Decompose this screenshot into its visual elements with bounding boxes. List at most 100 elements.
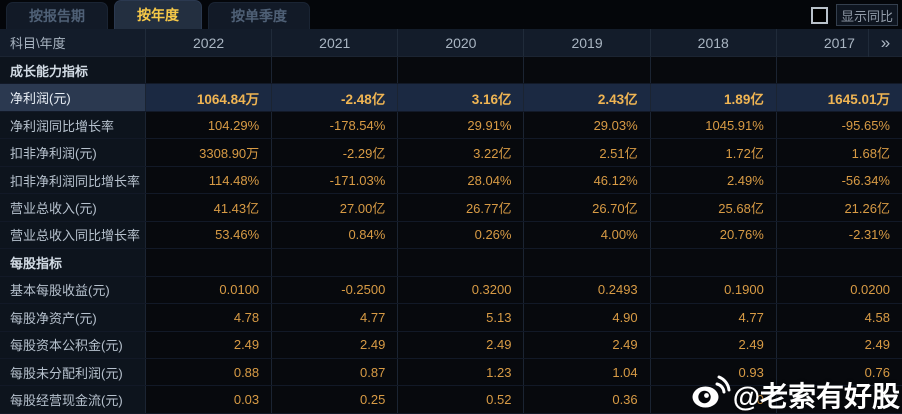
row-value — [775, 57, 902, 84]
row-label: 净利润同比增长率 — [0, 111, 145, 139]
row-value: 2.43亿 — [523, 84, 650, 111]
row-value — [397, 57, 524, 84]
tab-bar: 按报告期 按年度 按单季度 显示同比 — [0, 0, 902, 29]
row-value: 4.77 — [271, 304, 398, 331]
table-row[interactable]: 基本每股收益(元) 0.0100 -0.2500 0.3200 0.2493 0.1900… — [0, 276, 902, 305]
row-label: 扣非净利润(元) — [0, 139, 145, 166]
row-value: 27.00亿 — [271, 194, 398, 221]
row-value: 2.51亿 — [523, 139, 650, 166]
show-yoy-checkbox[interactable] — [811, 6, 828, 24]
row-value: 2.49 — [523, 331, 650, 358]
row-value: 0.3200 — [397, 276, 524, 304]
row-value: 0.76 — [775, 358, 902, 386]
row-value — [145, 57, 272, 84]
table-row[interactable]: 每股经营现金流(元) 0.03 0.25 0.52 0.36 0 — [0, 386, 902, 414]
year-header-2020[interactable]: 2020 — [397, 29, 523, 56]
row-value — [271, 249, 398, 276]
row-label: 每股经营现金流(元) — [0, 386, 145, 413]
row-value — [649, 249, 776, 276]
row-value: 4.00% — [523, 221, 650, 249]
row-value: 0.25 — [271, 386, 398, 413]
row-value: 0.03 — [145, 386, 272, 413]
row-value: 0.0100 — [145, 276, 272, 304]
row-value: 0.26% — [397, 221, 524, 249]
year-header-2017[interactable]: 2017 — [775, 29, 902, 56]
row-label: 营业总收入(元) — [0, 194, 145, 221]
table-row[interactable]: 成长能力指标 — [0, 57, 902, 85]
table-row[interactable]: 营业总收入(元) 41.43亿 27.00亿 26.77亿 26.70亿 25.68亿 21… — [0, 194, 902, 222]
table-row[interactable]: 扣非净利润同比增长率 114.48% -171.03% 28.04% 46.12% 2.4… — [0, 166, 902, 195]
scroll-right-chevron-icon[interactable]: » — [868, 29, 902, 57]
row-label: 每股指标 — [0, 249, 145, 276]
row-value: -56.34% — [775, 166, 902, 194]
table-header-row: 科目\年度 2022 2021 2020 2019 2018 2017 » — [0, 29, 902, 57]
row-value: 1.68亿 — [775, 139, 902, 166]
table-row[interactable]: 每股净资产(元) 4.78 4.77 5.13 4.90 4.77 4.58 — [0, 304, 902, 332]
year-header-2018[interactable]: 2018 — [649, 29, 776, 56]
table-row[interactable]: 每股资本公积金(元) 2.49 2.49 2.49 2.49 2.49 2.49 — [0, 331, 902, 359]
row-value: 2.49 — [271, 331, 398, 358]
row-value: 53.46% — [145, 221, 272, 249]
row-value — [775, 386, 902, 413]
year-header-2019[interactable]: 2019 — [523, 29, 649, 56]
row-label: 扣非净利润同比增长率 — [0, 166, 145, 194]
corner-header: 科目\年度 — [10, 36, 66, 51]
row-value: 104.29% — [145, 111, 272, 139]
top-controls: 显示同比 — [811, 4, 898, 26]
row-value: 26.70亿 — [523, 194, 650, 221]
row-label: 营业总收入同比增长率 — [0, 221, 145, 249]
row-value: 0.84% — [271, 221, 398, 249]
row-value — [523, 57, 650, 84]
year-header-2021[interactable]: 2021 — [271, 29, 397, 56]
row-value: 2.49 — [775, 331, 902, 358]
row-value: 2.49 — [649, 331, 776, 358]
row-value: 1.04 — [523, 358, 650, 386]
row-value: 4.77 — [649, 304, 776, 331]
row-value: 29.03% — [523, 111, 650, 139]
year-header-2022[interactable]: 2022 — [145, 29, 271, 56]
row-value: 26.77亿 — [397, 194, 524, 221]
table-body: 成长能力指标 净利润(元) 1064.84万 -2.48亿 3.16亿 2.43亿 1.89… — [0, 57, 902, 414]
row-value: -2.31% — [775, 221, 902, 249]
tab-report-period[interactable]: 按报告期 — [6, 2, 108, 29]
row-value: 1.89亿 — [649, 84, 776, 111]
row-value: 4.58 — [775, 304, 902, 331]
row-value — [649, 57, 776, 84]
row-value: 46.12% — [523, 166, 650, 194]
table-row[interactable]: 每股指标 — [0, 249, 902, 277]
tab-single-quarter[interactable]: 按单季度 — [208, 2, 310, 29]
row-value: 25.68亿 — [649, 194, 776, 221]
row-value: 3.22亿 — [397, 139, 524, 166]
table-row[interactable]: 每股未分配利润(元) 0.88 0.87 1.23 1.04 0.93 0.76 — [0, 358, 902, 387]
show-yoy-button[interactable]: 显示同比 — [836, 4, 898, 26]
row-value: 28.04% — [397, 166, 524, 194]
row-value: 0.88 — [145, 358, 272, 386]
row-value: 21.26亿 — [775, 194, 902, 221]
row-value: -2.48亿 — [271, 84, 398, 111]
row-value: 0.36 — [523, 386, 650, 413]
row-value: -171.03% — [271, 166, 398, 194]
row-value — [775, 249, 902, 276]
row-value — [145, 249, 272, 276]
row-value: 1.72亿 — [649, 139, 776, 166]
table-row[interactable]: 净利润同比增长率 104.29% -178.54% 29.91% 29.03% 1045.… — [0, 111, 902, 140]
row-value — [271, 57, 398, 84]
table-row[interactable]: 扣非净利润(元) 3308.90万 -2.29亿 3.22亿 2.51亿 1.72亿 1.6… — [0, 139, 902, 167]
row-value: -2.29亿 — [271, 139, 398, 166]
row-value: 4.90 — [523, 304, 650, 331]
table-row[interactable]: 营业总收入同比增长率 53.46% 0.84% 0.26% 4.00% 20.76% -2.… — [0, 221, 902, 250]
row-value: 2.49 — [397, 331, 524, 358]
row-value: 1045.91% — [649, 111, 776, 139]
row-value: 20.76% — [649, 221, 776, 249]
row-label: 净利润(元) — [0, 84, 145, 111]
row-value: 2.49 — [145, 331, 272, 358]
row-value: -95.65% — [775, 111, 902, 139]
row-label: 每股未分配利润(元) — [0, 358, 145, 386]
tab-annual[interactable]: 按年度 — [114, 0, 202, 29]
row-label: 每股资本公积金(元) — [0, 331, 145, 358]
table-row[interactable]: 净利润(元) 1064.84万 -2.48亿 3.16亿 2.43亿 1.89亿 1645.… — [0, 84, 902, 112]
financial-table: 科目\年度 2022 2021 2020 2019 2018 2017 » 成长… — [0, 29, 902, 414]
row-value: 114.48% — [145, 166, 272, 194]
row-value: 0.2493 — [523, 276, 650, 304]
row-value: 2.49% — [649, 166, 776, 194]
